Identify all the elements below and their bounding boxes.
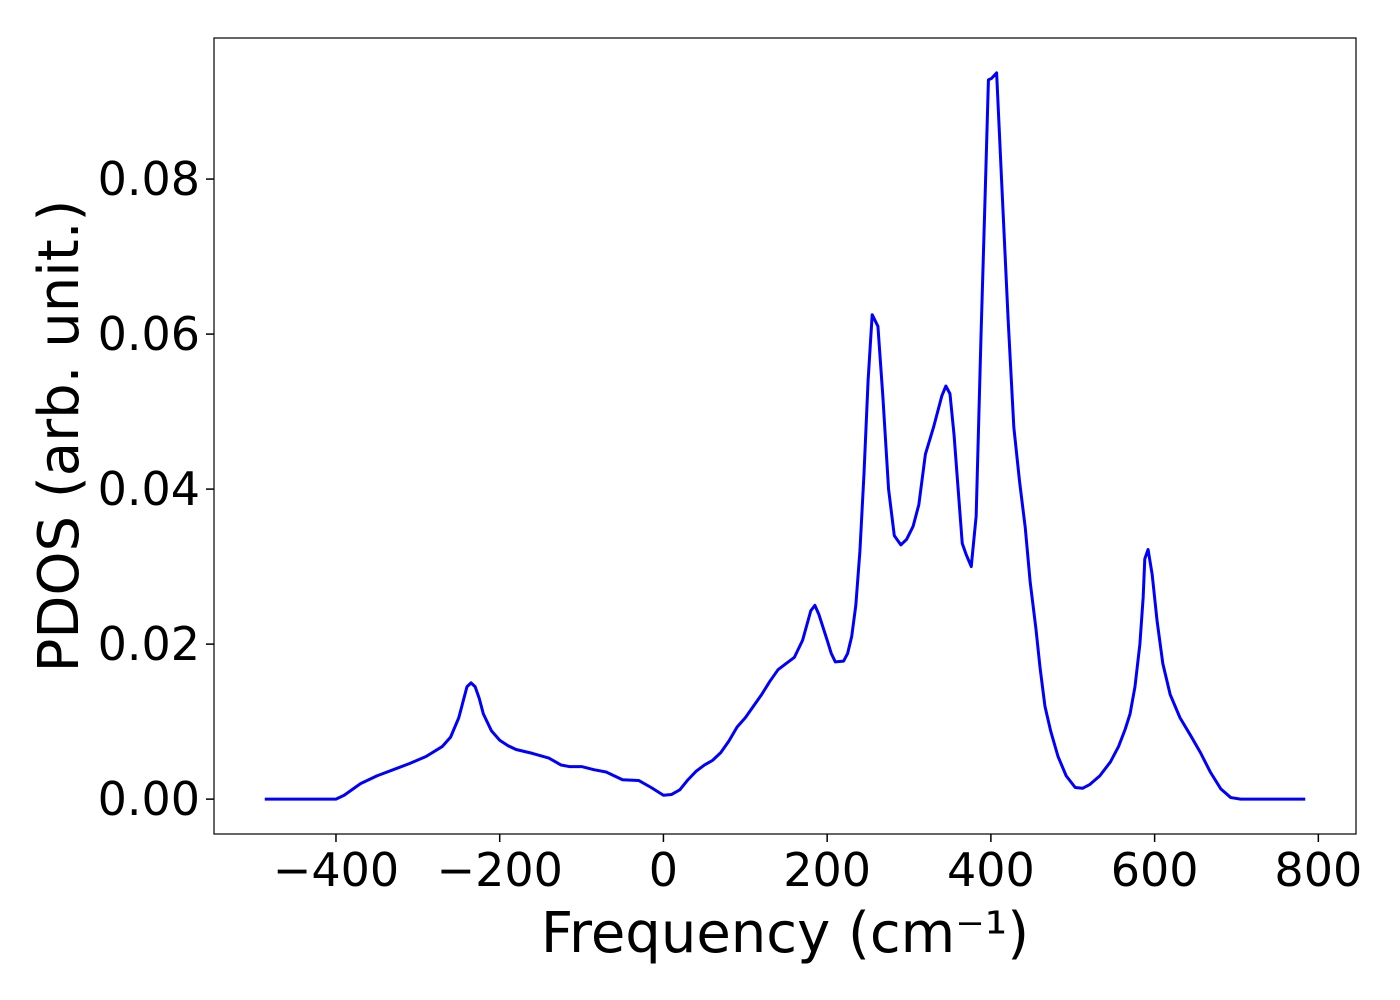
x-tick-label: 600 bbox=[1111, 843, 1199, 897]
x-tick-label: 800 bbox=[1274, 843, 1362, 897]
x-tick-label: 0 bbox=[649, 843, 678, 897]
y-tick-label: 0.02 bbox=[98, 617, 200, 671]
x-axis-label: Frequency (cm⁻¹) bbox=[541, 901, 1029, 966]
x-tick-label: −200 bbox=[437, 843, 563, 897]
y-tick-label: 0.04 bbox=[98, 462, 200, 516]
x-tick-label: 400 bbox=[947, 843, 1035, 897]
y-tick-label: 0.06 bbox=[98, 307, 200, 361]
y-axis-label: PDOS (arb. unit.) bbox=[27, 200, 92, 673]
line-series bbox=[264, 71, 1306, 801]
y-tick-label: 0.08 bbox=[98, 152, 200, 206]
y-tick-label: 0.00 bbox=[98, 772, 200, 826]
x-tick-label: 200 bbox=[783, 843, 871, 897]
x-tick-label: −400 bbox=[273, 843, 399, 897]
plot-frame bbox=[213, 37, 1357, 835]
